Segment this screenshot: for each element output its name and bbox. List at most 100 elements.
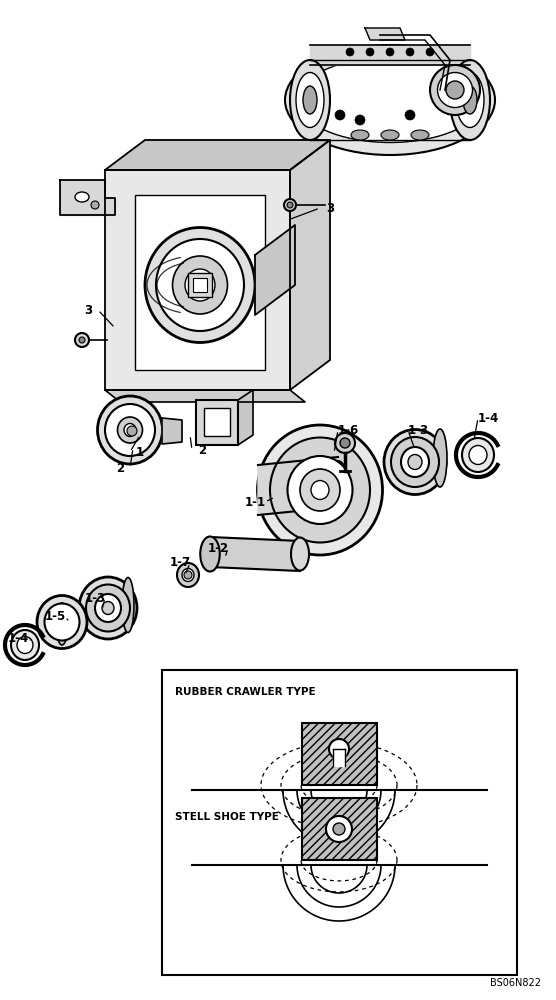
Ellipse shape xyxy=(291,538,309,570)
Circle shape xyxy=(75,333,89,347)
Circle shape xyxy=(426,48,434,56)
Circle shape xyxy=(355,115,365,125)
Ellipse shape xyxy=(462,438,494,472)
Ellipse shape xyxy=(86,584,130,632)
Text: 1: 1 xyxy=(136,446,144,458)
Polygon shape xyxy=(60,180,115,215)
Ellipse shape xyxy=(446,81,464,99)
Circle shape xyxy=(406,48,414,56)
Polygon shape xyxy=(210,537,300,571)
Text: 1-5: 1-5 xyxy=(44,610,66,624)
Ellipse shape xyxy=(297,57,483,142)
Text: BS06N822: BS06N822 xyxy=(490,978,541,988)
Polygon shape xyxy=(333,749,345,766)
Ellipse shape xyxy=(185,269,215,301)
Ellipse shape xyxy=(37,595,87,648)
Ellipse shape xyxy=(17,637,33,654)
Ellipse shape xyxy=(97,396,162,464)
Polygon shape xyxy=(105,170,290,390)
Text: 1-4: 1-4 xyxy=(478,412,499,424)
Ellipse shape xyxy=(200,536,220,572)
Circle shape xyxy=(405,110,415,120)
Bar xyxy=(188,273,212,297)
Ellipse shape xyxy=(285,45,495,155)
Bar xyxy=(302,723,377,785)
Circle shape xyxy=(184,571,192,579)
Circle shape xyxy=(284,199,296,211)
Bar xyxy=(162,670,517,975)
Text: 2: 2 xyxy=(198,444,206,456)
Ellipse shape xyxy=(411,130,429,140)
Text: 1-1: 1-1 xyxy=(245,495,266,508)
Ellipse shape xyxy=(95,594,121,622)
Ellipse shape xyxy=(264,430,379,550)
Ellipse shape xyxy=(172,256,227,314)
Text: 1-3: 1-3 xyxy=(408,424,429,436)
Circle shape xyxy=(79,337,85,343)
Ellipse shape xyxy=(469,446,487,464)
Ellipse shape xyxy=(156,239,244,331)
Ellipse shape xyxy=(456,73,484,127)
Text: 1-7: 1-7 xyxy=(170,556,191,570)
Circle shape xyxy=(346,48,354,56)
Circle shape xyxy=(366,48,374,56)
Ellipse shape xyxy=(11,630,39,660)
Polygon shape xyxy=(290,140,330,390)
Bar xyxy=(193,278,207,292)
Ellipse shape xyxy=(401,447,429,477)
Ellipse shape xyxy=(122,578,134,633)
Ellipse shape xyxy=(438,73,473,107)
Text: 1-2: 1-2 xyxy=(207,542,229,554)
Ellipse shape xyxy=(56,603,68,645)
Ellipse shape xyxy=(463,86,477,114)
Circle shape xyxy=(91,201,99,209)
Bar xyxy=(302,798,377,860)
Circle shape xyxy=(340,438,350,448)
Text: 2: 2 xyxy=(116,462,124,475)
Ellipse shape xyxy=(75,192,89,202)
Ellipse shape xyxy=(44,603,80,641)
Polygon shape xyxy=(365,28,405,40)
Polygon shape xyxy=(255,225,295,315)
Text: 3: 3 xyxy=(84,304,92,316)
Polygon shape xyxy=(238,390,253,445)
Circle shape xyxy=(335,110,345,120)
Text: STELL SHOE TYPE: STELL SHOE TYPE xyxy=(175,812,279,822)
Circle shape xyxy=(127,426,137,436)
Ellipse shape xyxy=(296,73,324,127)
Bar xyxy=(204,408,230,436)
Polygon shape xyxy=(105,140,330,170)
Ellipse shape xyxy=(311,481,329,499)
Ellipse shape xyxy=(391,437,439,487)
Circle shape xyxy=(326,816,352,842)
Ellipse shape xyxy=(145,228,255,342)
Ellipse shape xyxy=(450,60,490,140)
Ellipse shape xyxy=(177,563,199,587)
Polygon shape xyxy=(105,390,305,402)
Ellipse shape xyxy=(408,454,422,470)
Text: 1-4: 1-4 xyxy=(7,632,28,645)
Ellipse shape xyxy=(351,130,369,140)
Bar xyxy=(196,400,238,445)
Ellipse shape xyxy=(433,429,447,487)
Ellipse shape xyxy=(290,60,330,140)
Text: 1-3: 1-3 xyxy=(85,591,106,604)
Bar xyxy=(135,195,265,370)
Text: RUBBER CRAWLER TYPE: RUBBER CRAWLER TYPE xyxy=(175,687,316,697)
Ellipse shape xyxy=(105,404,155,456)
Ellipse shape xyxy=(381,130,399,140)
Ellipse shape xyxy=(102,601,114,614)
Circle shape xyxy=(287,202,293,208)
Polygon shape xyxy=(258,457,338,515)
Circle shape xyxy=(329,739,349,759)
Ellipse shape xyxy=(430,65,480,115)
Circle shape xyxy=(386,48,394,56)
Ellipse shape xyxy=(117,417,142,443)
Polygon shape xyxy=(162,418,182,444)
Ellipse shape xyxy=(124,424,136,436)
Ellipse shape xyxy=(300,469,340,511)
Ellipse shape xyxy=(287,456,353,524)
Ellipse shape xyxy=(270,438,370,542)
Circle shape xyxy=(335,433,355,453)
Ellipse shape xyxy=(257,425,383,555)
